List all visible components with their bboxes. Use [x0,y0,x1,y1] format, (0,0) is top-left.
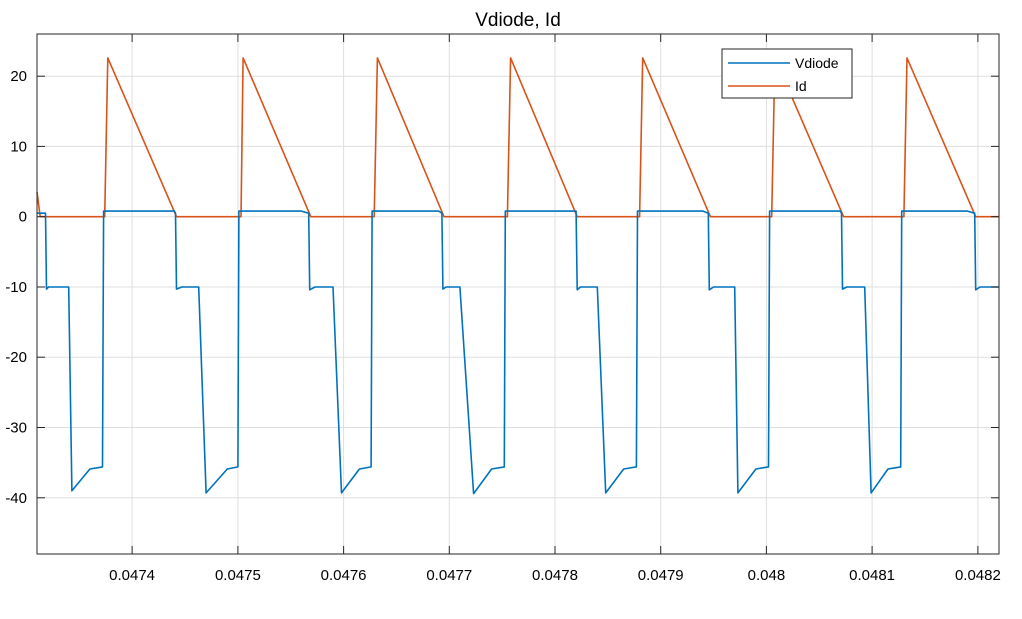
x-tick-label: 0.0478 [532,567,578,584]
x-tick-label: 0.048 [748,567,786,584]
plot-frame [36,33,1000,555]
x-tick-label: 0.0481 [849,567,895,584]
y-tick-label: -10 [5,279,27,296]
ticks: 0.0474 0.0475 0.0476 0.0477 0.0478 0.0479 0.04… [5,34,1001,584]
x-tick-label: 0.0475 [215,567,261,584]
y-tick-label: -40 [5,490,27,507]
x-tick-label: 0.0476 [321,567,367,584]
y-tick-label: 20 [10,68,27,85]
x-tick-label: 0.0482 [955,567,1001,584]
y-tick-label: 0 [19,209,27,226]
y-tick-label: 10 [10,138,27,155]
chart-title: Vdiode, Id [475,10,561,31]
x-tick-label: 0.0479 [638,567,684,584]
x-tick-label: 0.0477 [426,567,472,584]
series-layer [36,57,999,495]
plot-area [37,34,999,554]
series-line-vdiode [37,210,999,495]
legend: Vdiode Id [721,48,853,99]
y-tick-label: -30 [5,420,27,437]
legend-label-id: Id [795,78,807,94]
series-line-id [36,57,999,218]
legend-label-vdiode: Vdiode [795,55,839,71]
x-tick-label: 0.0474 [109,567,155,584]
legend-box [721,48,853,99]
y-tick-label: -20 [5,349,27,366]
